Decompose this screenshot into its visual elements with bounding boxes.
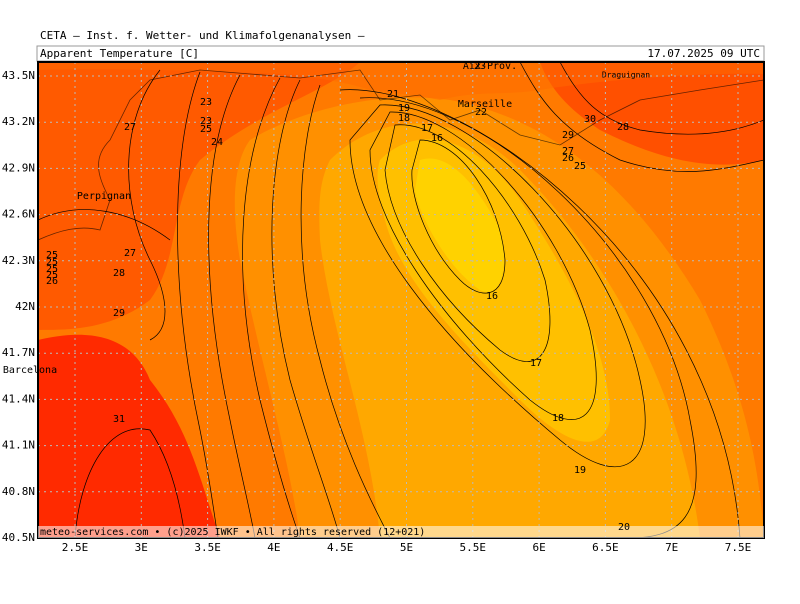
city-label: Draguignan: [602, 71, 650, 80]
contour-label: 25: [574, 161, 586, 172]
contour-label: 29: [562, 130, 574, 141]
lon-label: 7.5E: [725, 541, 752, 554]
graticule: [38, 62, 764, 538]
contour-label: 19: [574, 465, 586, 476]
lon-label: 6.5E: [592, 541, 619, 554]
lat-label: 42N: [15, 300, 35, 313]
lon-label: 2.5E: [62, 541, 89, 554]
contour-label: 23: [200, 116, 212, 127]
contour-label: 17: [530, 358, 542, 369]
lat-label: 42.6N: [2, 208, 35, 221]
contour-label: 24: [211, 137, 223, 148]
contour-label: 21: [387, 89, 399, 100]
lat-label: 42.9N: [2, 161, 35, 174]
lon-label: 4.5E: [327, 541, 354, 554]
lat-label: 41.1N: [2, 439, 35, 452]
lon-label: 5E: [400, 541, 413, 554]
contour-label: 28: [113, 268, 125, 279]
lat-label: 40.8N: [2, 485, 35, 498]
contour-label: 23: [200, 97, 212, 108]
lon-label: 3E: [135, 541, 148, 554]
lat-label: 41.4N: [2, 392, 35, 405]
contour-label: 25: [46, 250, 58, 261]
contour-label: 22: [475, 107, 487, 118]
field: [38, 62, 764, 538]
footer-bar: [38, 526, 764, 538]
city-label: Marseille: [458, 99, 512, 110]
contour-label: 26: [46, 276, 58, 287]
lon-label: 6E: [532, 541, 545, 554]
city-label: Perpignan: [77, 191, 131, 202]
lon-label: 7E: [665, 541, 678, 554]
contour-label: 31: [113, 414, 125, 425]
lon-label: 5.5E: [460, 541, 487, 554]
contour-label: 19: [398, 103, 410, 114]
lat-label: 43.2N: [2, 115, 35, 128]
lat-label: 40.5N: [2, 531, 35, 544]
contour-label: 23: [474, 61, 486, 72]
contour-label: 16: [431, 133, 443, 144]
contour-label: 18: [552, 413, 564, 424]
contour-label: 25: [200, 124, 212, 135]
map-title: Apparent Temperature [C]: [40, 47, 199, 60]
contour-label: 17: [421, 123, 433, 134]
credit: meteo-services.com • (c)2025 IWKF • All …: [40, 527, 425, 538]
contour-label: 16: [486, 291, 498, 302]
lon-label: 4E: [267, 541, 280, 554]
datetime: 17.07.2025 09 UTC: [647, 47, 760, 60]
lat-label: 43.5N: [2, 69, 35, 82]
contour-label: 28: [617, 122, 629, 133]
contour-label: 25: [46, 257, 58, 268]
contour-label: 25: [46, 270, 58, 281]
lat-label: 42.3N: [2, 254, 35, 267]
city-label: Barcelona: [3, 365, 57, 376]
contour-label: 27: [124, 122, 136, 133]
lat-label: 41.7N: [2, 346, 35, 359]
contour-label: 20: [618, 522, 630, 533]
org-header: CETA — Inst. f. Wetter- und Klimafolgena…: [40, 29, 365, 42]
contour-label: 18: [398, 113, 410, 124]
contour-label: 27: [124, 248, 136, 259]
city-label: Aix-Prov.: [463, 61, 517, 72]
contour-label: 25: [46, 264, 58, 275]
contour-label: 27: [562, 146, 574, 157]
lon-label: 3.5E: [194, 541, 221, 554]
contour-label: 30: [584, 114, 596, 125]
contour-label: 29: [113, 308, 125, 319]
contour-label: 26: [562, 153, 574, 164]
